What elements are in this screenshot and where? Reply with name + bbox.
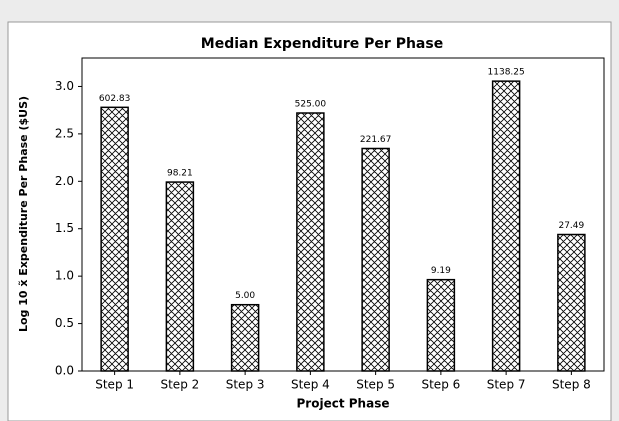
value-label: 5.00 bbox=[235, 291, 255, 301]
value-label: 221.67 bbox=[360, 135, 392, 145]
y-tick-label: 1.0 bbox=[55, 269, 74, 283]
value-label: 525.00 bbox=[295, 100, 327, 110]
chart-title: Median Expenditure Per Phase bbox=[201, 36, 443, 52]
y-tick-label: 3.0 bbox=[55, 79, 74, 93]
bar bbox=[296, 112, 325, 372]
value-label: 98.21 bbox=[167, 169, 193, 179]
y-tick-label: 1.5 bbox=[55, 221, 74, 235]
bar bbox=[491, 80, 521, 372]
bar bbox=[557, 233, 586, 372]
y-tick-label: 2.0 bbox=[55, 174, 74, 188]
x-tick-label: Step 3 bbox=[226, 378, 265, 392]
x-tick-label: Step 8 bbox=[552, 378, 591, 392]
x-tick-label: Step 7 bbox=[487, 378, 526, 392]
bar bbox=[165, 181, 195, 372]
x-tick-label: Step 4 bbox=[291, 378, 330, 392]
bar bbox=[230, 303, 260, 372]
x-tick-label: Step 6 bbox=[421, 378, 460, 392]
y-tick-label: 2.5 bbox=[55, 126, 74, 140]
x-axis-label: Project Phase bbox=[297, 397, 390, 411]
x-tick-label: Step 2 bbox=[160, 378, 199, 392]
x-tick-label: Step 1 bbox=[95, 378, 134, 392]
value-label: 9.19 bbox=[431, 266, 451, 276]
plot-frame bbox=[81, 57, 605, 372]
y-axis-label: Log 10 x̃ Expenditure Per Phase ($US) bbox=[17, 96, 30, 332]
bar bbox=[361, 147, 390, 372]
y-tick-label: 0.5 bbox=[55, 316, 74, 330]
value-label: 1138.25 bbox=[488, 68, 525, 78]
value-label: 602.83 bbox=[99, 94, 131, 104]
x-tick-label: Step 5 bbox=[356, 378, 395, 392]
y-tick-label: 0.0 bbox=[55, 364, 74, 378]
value-label: 27.49 bbox=[558, 221, 584, 231]
bar bbox=[426, 278, 456, 372]
bar bbox=[100, 106, 129, 372]
